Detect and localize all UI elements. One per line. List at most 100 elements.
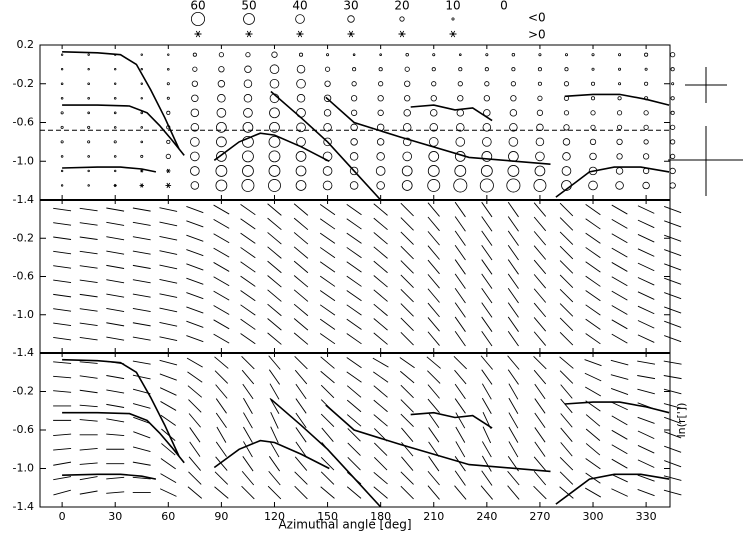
vector <box>481 316 493 332</box>
vector <box>159 336 178 341</box>
bubble <box>87 53 90 56</box>
vector <box>79 236 98 240</box>
bubble <box>432 53 436 57</box>
bubble <box>431 67 436 72</box>
vector <box>372 357 389 368</box>
vector <box>611 204 628 215</box>
bubble <box>589 138 597 146</box>
bubble <box>140 97 143 100</box>
bubble <box>616 138 623 146</box>
vector <box>267 246 282 259</box>
vector <box>534 412 546 429</box>
bubble <box>166 96 170 100</box>
vector <box>216 426 227 443</box>
vector <box>428 427 440 443</box>
bubble <box>87 68 90 71</box>
bubble <box>428 151 440 162</box>
bubble <box>508 137 519 147</box>
contour-line <box>564 401 670 414</box>
vector <box>455 426 466 443</box>
bubble <box>323 109 332 117</box>
vector <box>373 399 388 413</box>
bubble <box>429 123 438 132</box>
bubble <box>564 67 569 72</box>
vector <box>79 336 98 341</box>
vector <box>346 247 362 259</box>
bubble <box>245 52 251 58</box>
legend-positive: >0 <box>528 28 546 42</box>
vector <box>585 218 601 230</box>
vector <box>79 222 98 226</box>
bubble <box>350 95 358 102</box>
vector <box>585 304 601 316</box>
bubble <box>536 109 544 116</box>
vector <box>427 398 440 414</box>
bubble <box>376 138 385 146</box>
vector <box>559 331 574 346</box>
bubble <box>217 94 226 103</box>
vector <box>637 205 655 214</box>
vector <box>664 306 682 314</box>
vector <box>270 426 279 444</box>
vector <box>585 318 601 330</box>
vector <box>508 426 519 443</box>
bubble <box>670 96 675 101</box>
vector <box>373 442 388 456</box>
bubble <box>324 80 331 87</box>
bubble <box>215 179 228 192</box>
vector <box>293 246 309 259</box>
vector <box>454 244 466 261</box>
vector <box>400 399 414 413</box>
vector <box>347 428 361 442</box>
bubble <box>87 140 91 144</box>
vector <box>454 230 466 246</box>
vector <box>373 486 388 499</box>
bubble <box>296 78 306 89</box>
vector <box>79 375 98 379</box>
bubble <box>352 53 356 56</box>
vector <box>159 359 178 366</box>
bubble <box>140 68 143 71</box>
vector <box>664 320 682 328</box>
vector <box>132 293 151 298</box>
vector <box>160 401 177 411</box>
bubble <box>114 169 117 173</box>
bubble <box>643 139 649 145</box>
vector <box>240 318 256 330</box>
bubble <box>269 64 280 75</box>
asterisk <box>113 183 117 188</box>
vector <box>534 398 546 414</box>
vector <box>53 222 72 226</box>
bubble <box>670 139 676 145</box>
legend-asterisk <box>296 30 304 38</box>
vector <box>559 457 574 471</box>
vector <box>533 274 547 289</box>
bubble <box>562 152 571 161</box>
vector <box>295 383 307 400</box>
vector <box>428 441 440 457</box>
bubble <box>296 122 306 133</box>
vector <box>585 275 601 287</box>
vector <box>132 336 151 341</box>
vector <box>269 441 280 458</box>
vector <box>373 457 388 471</box>
vectors <box>53 201 682 347</box>
legend-negative: <0 <box>528 11 546 25</box>
bubble <box>457 95 464 102</box>
vector <box>663 475 682 481</box>
bubble <box>590 124 596 130</box>
vector <box>481 397 492 414</box>
vector <box>79 389 98 394</box>
bubble <box>190 166 200 176</box>
vector <box>106 293 125 298</box>
bubble <box>644 67 648 71</box>
vector <box>454 216 466 232</box>
vector <box>187 371 203 383</box>
vector <box>106 336 125 341</box>
contours <box>62 51 670 200</box>
vector <box>79 361 98 364</box>
bubble <box>563 110 570 116</box>
vector <box>559 486 574 499</box>
vector <box>214 486 229 499</box>
vector <box>186 263 204 271</box>
